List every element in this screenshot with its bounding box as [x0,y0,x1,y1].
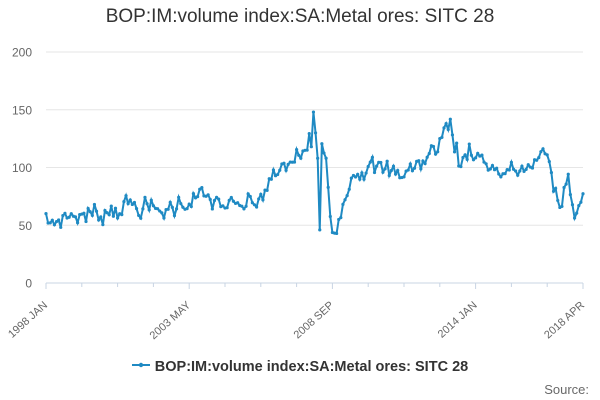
svg-text:200: 200 [12,46,32,60]
svg-text:2014 JAN: 2014 JAN [436,299,480,340]
svg-text:1998 JAN: 1998 JAN [6,299,50,340]
svg-text:100: 100 [12,161,32,175]
svg-text:2018 APR: 2018 APR [542,299,587,341]
svg-text:2008 SEP: 2008 SEP [292,299,337,341]
svg-text:150: 150 [12,103,32,117]
svg-text:0: 0 [25,277,32,291]
svg-text:2003 MAY: 2003 MAY [148,299,194,342]
svg-text:50: 50 [19,219,33,233]
